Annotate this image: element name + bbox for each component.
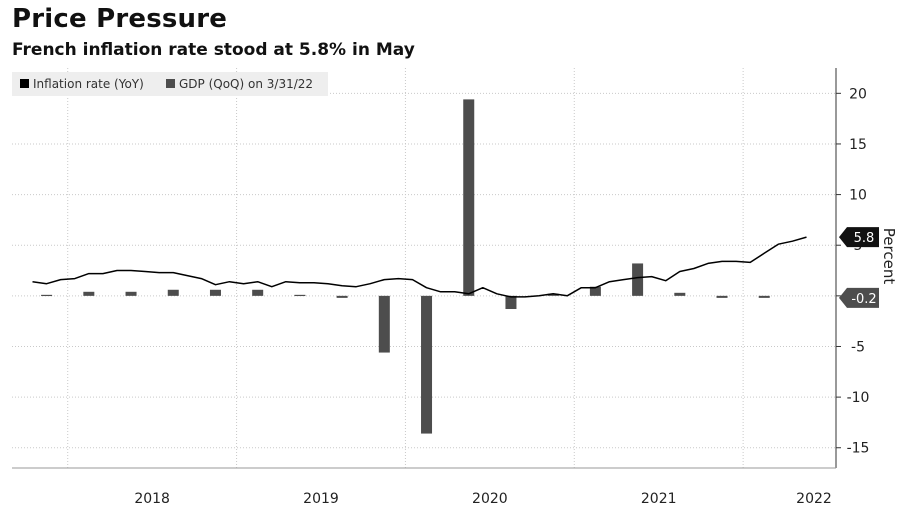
inflation-line: [32, 236, 807, 298]
gdp-bar: [125, 291, 137, 296]
legend-swatch-bar: [166, 79, 175, 88]
gdp-bar: [83, 291, 95, 296]
y-tick-label: 20: [849, 86, 867, 102]
x-tick-label: 2018: [134, 491, 170, 507]
legend-label: Inflation rate (YoY): [33, 77, 144, 91]
gdp-bar: [547, 293, 559, 296]
gdp-bar: [41, 294, 53, 297]
y-tick-label: -15: [847, 441, 870, 457]
gdp-bar: [378, 295, 390, 353]
gdp-bar: [589, 286, 601, 296]
gdp-bar: [632, 263, 644, 296]
legend-label: GDP (QoQ) on 3/31/22: [179, 77, 313, 91]
x-tick-label: 2019: [303, 491, 339, 507]
y-tick-label: 10: [849, 188, 867, 204]
last-value-tag-label: -0.2: [851, 292, 876, 307]
gdp-bar: [252, 289, 264, 296]
gdp-bar: [209, 289, 221, 296]
gdp-bar: [167, 289, 179, 296]
last-value-tag: [839, 227, 879, 248]
y-tick-label: 15: [849, 137, 867, 153]
y-tick-label: -5: [851, 339, 865, 355]
last-value-tag-label: 5.8: [854, 231, 875, 246]
legend-swatch-line: [20, 79, 29, 88]
chart-subtitle: French inflation rate stood at 5.8% in M…: [12, 40, 415, 60]
x-tick-label: 2022: [796, 491, 832, 507]
chart-title: Price Pressure: [12, 4, 228, 34]
gdp-bar: [716, 295, 728, 298]
x-tick-label: 2021: [641, 491, 677, 507]
gdp-bar: [336, 295, 348, 298]
gdp-bar: [294, 294, 306, 297]
gdp-bar: [505, 295, 517, 310]
gdp-bar: [674, 292, 686, 296]
y-axis-label: Percent: [880, 228, 898, 285]
gdp-bar: [463, 99, 475, 296]
gdp-bar: [758, 295, 770, 298]
gdp-bar: [421, 295, 433, 434]
x-tick-label: 2020: [472, 491, 508, 507]
last-value-tag: [839, 287, 879, 308]
y-tick-label: -10: [847, 390, 870, 406]
